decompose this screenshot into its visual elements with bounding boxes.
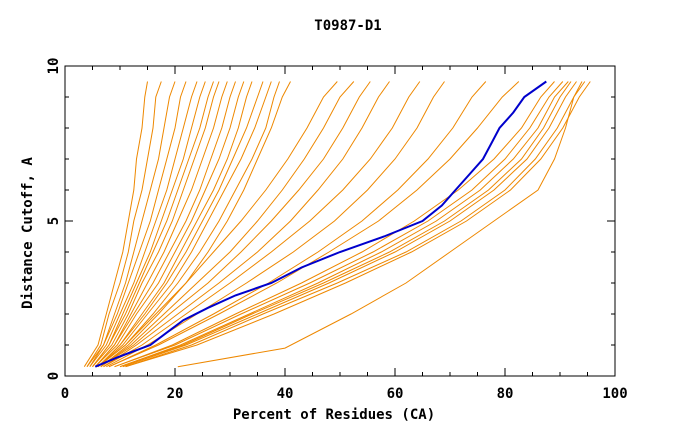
model-series-line-9 [94, 81, 228, 368]
axis-layer: 0 20 40 60 80 100 0 5 10 [46, 58, 628, 402]
model-series-line-13 [97, 81, 264, 368]
model-series-line-16 [100, 81, 291, 368]
model-series-line-6 [92, 81, 206, 368]
y-axis-label: Distance Cutoff, A [20, 157, 36, 309]
model-series-line-24 [108, 81, 520, 368]
model-series-line-10 [94, 81, 236, 368]
y-tick-label: 5 [46, 217, 62, 225]
model-series-line-3 [86, 81, 176, 368]
y-tick-label: 10 [46, 58, 62, 75]
series-layer [83, 81, 591, 368]
model-series-line-21 [103, 81, 421, 368]
model-series-line-4 [89, 81, 187, 367]
model-series-line-27 [119, 81, 569, 368]
x-tick-label: 60 [387, 386, 404, 402]
model-series-line-2 [86, 81, 162, 367]
x-tick-label: 0 [61, 386, 69, 402]
x-tick-label: 20 [167, 386, 184, 402]
model-series-line-5 [89, 81, 198, 368]
model-series-line-23 [108, 81, 487, 368]
model-series-line-18 [100, 81, 355, 368]
model-series-line-26 [114, 81, 564, 368]
model-series-line-15 [97, 81, 280, 368]
model-series-line-17 [97, 81, 338, 368]
model-series-line-22 [106, 81, 445, 368]
x-tick-label: 100 [602, 386, 627, 402]
x-axis-label: Percent of Residues (CA) [233, 407, 435, 423]
y-tick-label: 0 [46, 372, 62, 380]
model-series-line-14 [97, 81, 272, 368]
model-series-line-25 [114, 81, 555, 368]
model-series-line-7 [92, 81, 214, 368]
model-series-line-11 [94, 81, 245, 368]
x-tick-label: 80 [497, 386, 514, 402]
model-series-line-28 [119, 81, 572, 368]
model-series-line-12 [97, 81, 253, 368]
x-tick-label: 40 [277, 386, 294, 402]
highlighted-series-line [94, 80, 547, 368]
model-series-line-20 [103, 81, 390, 368]
model-series-line-8 [92, 81, 220, 368]
model-series-line-1 [83, 81, 148, 367]
highlight-layer [94, 80, 547, 368]
model-series-line-19 [100, 81, 371, 368]
model-series-line-29 [122, 81, 577, 368]
chart-title: T0987-D1 [314, 18, 381, 34]
model-series-line-30 [125, 81, 586, 368]
model-series-line-32 [177, 81, 583, 368]
